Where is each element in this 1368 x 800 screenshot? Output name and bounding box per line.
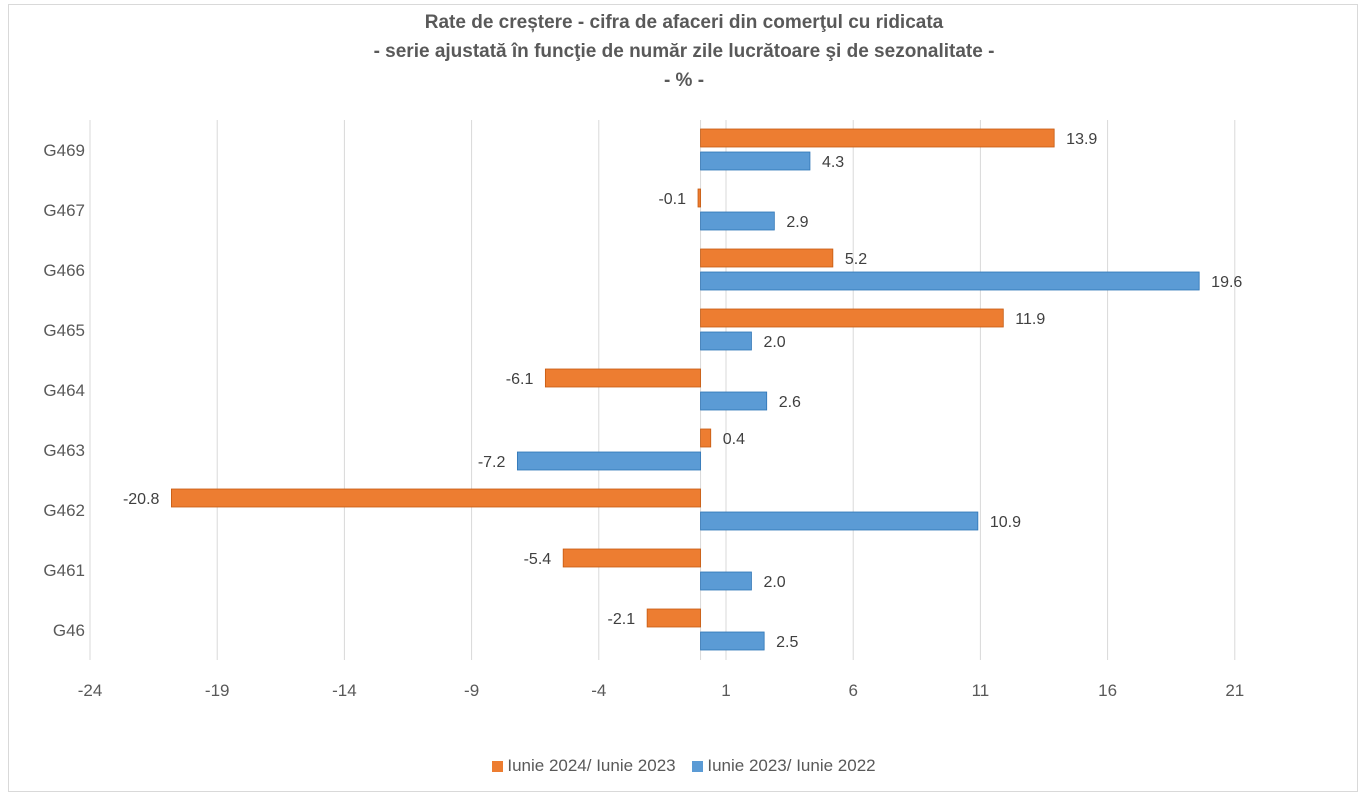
x-tick-label: -9: [464, 681, 479, 700]
y-category-label: G467: [43, 201, 85, 220]
x-tick-label: 21: [1225, 681, 1244, 700]
legend-label-series-2: Iunie 2023/ Iunie 2022: [707, 756, 876, 775]
data-label-series-2: 2.0: [763, 334, 785, 351]
data-label-series-1: -6.1: [506, 371, 534, 388]
y-category-label: G46: [53, 621, 85, 640]
data-label-series-2: 4.3: [822, 154, 844, 171]
chart-title-line-2: - serie ajustată în funcţie de număr zil…: [373, 41, 995, 62]
x-tick-label: -14: [332, 681, 357, 700]
bar-series-1: [697, 188, 701, 208]
data-label-series-2: 10.9: [990, 514, 1021, 531]
bar-series-1: [700, 428, 712, 448]
data-label-series-1: -20.8: [123, 491, 160, 508]
bar-series-2: [700, 271, 1200, 291]
y-category-label: G464: [43, 381, 85, 400]
chart-frame: [8, 4, 1358, 792]
bar-series-1: [700, 128, 1055, 148]
x-tick-label: -4: [591, 681, 606, 700]
chart-title-line-1: Rate de creștere - cifra de afaceri din …: [424, 12, 944, 33]
data-label-series-2: 2.5: [776, 634, 798, 651]
chart-title: Rate de creștere - cifra de afaceri din …: [0, 8, 1368, 95]
x-tick-label: 6: [848, 681, 857, 700]
data-label-series-2: 2.6: [779, 394, 801, 411]
bar-series-2: [700, 391, 768, 411]
x-tick-label: -19: [205, 681, 230, 700]
data-label-series-2: 2.0: [763, 574, 785, 591]
x-tick-label: 16: [1098, 681, 1117, 700]
bar-series-1: [646, 608, 701, 628]
data-label-series-1: -2.1: [608, 611, 636, 628]
legend-item-series-1: Iunie 2024/ Iunie 2023: [492, 756, 676, 776]
data-label-series-2: -7.2: [478, 454, 506, 471]
bar-series-2: [700, 151, 811, 171]
data-label-series-1: 5.2: [845, 251, 867, 268]
x-tick-label: 11: [972, 681, 990, 700]
chart-title-line-3: - % -: [663, 70, 705, 91]
bar-series-2: [516, 451, 701, 471]
bar-series-2: [700, 331, 752, 351]
legend-item-series-2: Iunie 2023/ Iunie 2022: [692, 756, 876, 776]
bar-series-2: [700, 631, 765, 651]
y-category-label: G461: [43, 561, 85, 580]
bar-series-1: [562, 548, 701, 568]
legend-swatch-series-1: [492, 760, 504, 772]
data-label-series-1: 0.4: [723, 431, 745, 448]
bar-series-1: [700, 308, 1004, 328]
x-tick-label: 1: [721, 681, 730, 700]
data-label-series-1: -0.1: [658, 191, 686, 208]
bar-series-2: [700, 511, 979, 531]
bar-series-1: [171, 488, 701, 508]
data-label-series-1: 11.9: [1015, 311, 1045, 328]
y-category-label: G462: [43, 501, 85, 520]
legend-label-series-1: Iunie 2024/ Iunie 2023: [507, 756, 676, 775]
y-category-label: G466: [43, 261, 85, 280]
y-category-label: G469: [43, 141, 85, 160]
x-tick-label: -24: [78, 681, 103, 700]
data-label-series-1: -5.4: [524, 551, 552, 568]
y-category-label: G463: [43, 441, 85, 460]
bar-series-2: [700, 211, 775, 231]
bar-series-1: [544, 368, 701, 388]
data-label-series-1: 13.9: [1066, 131, 1097, 148]
data-label-series-2: 19.6: [1211, 274, 1242, 291]
legend-swatch-series-2: [692, 760, 704, 772]
chart-legend: Iunie 2024/ Iunie 2023 Iunie 2023/ Iunie…: [0, 756, 1368, 777]
y-category-label: G465: [43, 321, 85, 340]
bar-series-1: [700, 248, 834, 268]
bar-series-2: [700, 571, 752, 591]
data-label-series-2: 2.9: [786, 214, 808, 231]
